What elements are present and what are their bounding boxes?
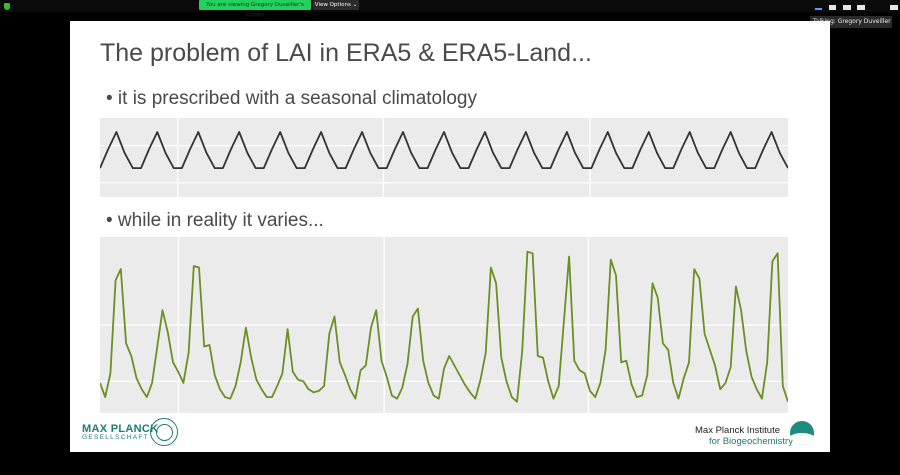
- climatology-chart: [100, 118, 788, 197]
- series-line: [100, 131, 788, 169]
- active-speaker-label: Talking: Gregory Duveiller: [810, 16, 892, 28]
- sharing-banner: You are viewing Gregory Duveiller's scre…: [199, 0, 311, 18]
- bullet-reality: • while in reality it varies...: [106, 210, 324, 231]
- mpi-logo-name: Max Planck Institute: [695, 425, 781, 436]
- minimize-icon[interactable]: [815, 8, 822, 10]
- zoom-toolbar: You are viewing Gregory Duveiller's scre…: [0, 0, 900, 18]
- series-line: [100, 250, 788, 403]
- shared-slide: The problem of LAI in ERA5 & ERA5-Land..…: [70, 21, 830, 452]
- reality-chart: [100, 237, 788, 413]
- layout-icon[interactable]: [829, 5, 836, 10]
- layout-icon[interactable]: [857, 5, 865, 10]
- view-options-button[interactable]: View Options ⌄: [313, 0, 359, 10]
- minerva-seal-icon: [150, 418, 178, 446]
- mpi-logo: Max Planck Institute for Biogeochemistry: [695, 425, 793, 447]
- shield-icon[interactable]: [4, 3, 10, 10]
- slide-title: The problem of LAI in ERA5 & ERA5-Land..…: [100, 39, 592, 67]
- climatology-chart-svg: [100, 118, 788, 197]
- mpg-logo-name: MAX PLANCK: [82, 423, 159, 435]
- mpi-logo-sub: for Biogeochemistry: [709, 436, 793, 447]
- mpg-logo-sub: GESELLSCHAFT: [82, 434, 149, 441]
- mpi-wave-icon: [790, 421, 814, 445]
- bullet-climatology: • it is prescribed with a seasonal clima…: [106, 88, 477, 109]
- layout-icon[interactable]: [890, 5, 898, 10]
- reality-chart-svg: [100, 237, 788, 413]
- layout-icon[interactable]: [843, 5, 851, 10]
- mpg-logo: MAX PLANCK GESELLSCHAFT: [82, 423, 158, 441]
